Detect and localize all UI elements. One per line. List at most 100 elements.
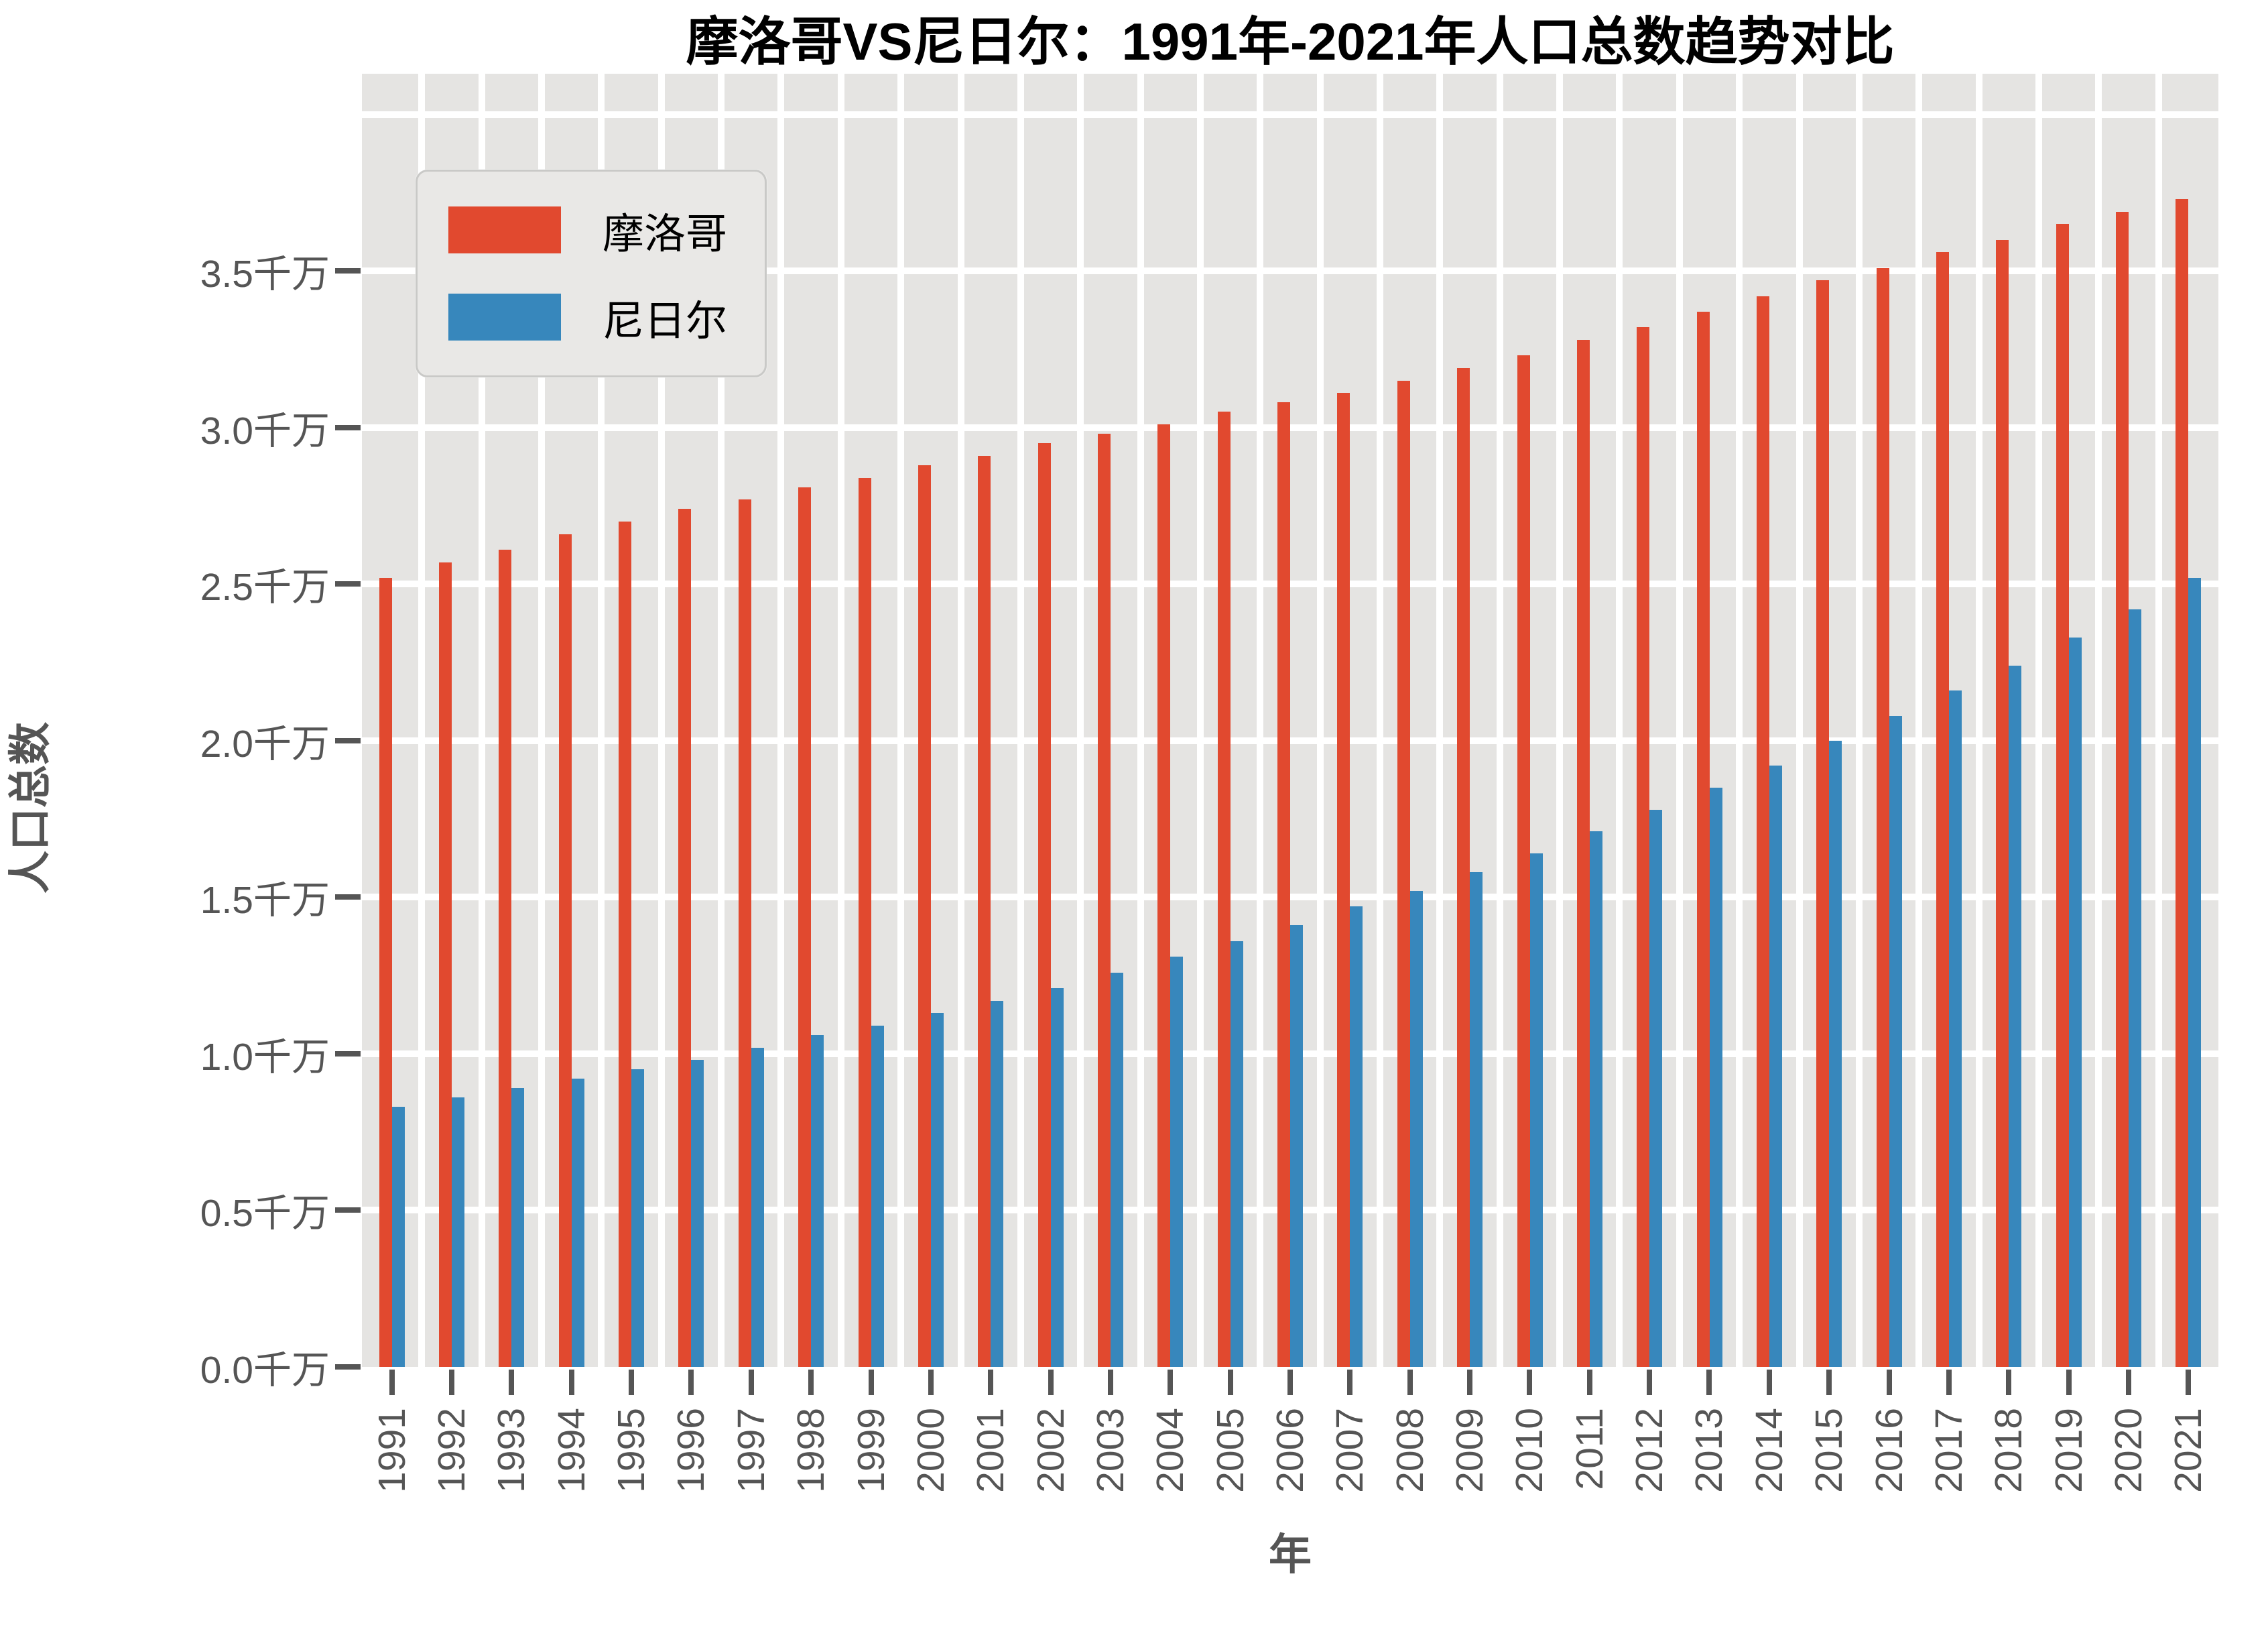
bar-niger-1996 [691, 1060, 704, 1367]
x-tick-mark-2012 [1647, 1370, 1653, 1395]
bar-niger-2010 [1529, 853, 1543, 1367]
y-tick-mark-0.5 [335, 1207, 361, 1213]
gridline-x-13 [1137, 74, 1144, 1367]
x-tick-label-1997: 1997 [729, 1408, 773, 1493]
bar-morocco-2005 [1217, 412, 1231, 1367]
gridline-x-26 [1915, 74, 1923, 1367]
x-tick-mark-2002 [1048, 1370, 1054, 1395]
x-tick-label-1991: 1991 [370, 1408, 414, 1493]
y-tick-mark-1.5 [335, 894, 361, 900]
x-tick-mark-2006 [1287, 1370, 1293, 1395]
bar-niger-2016 [1889, 715, 1902, 1367]
x-tick-mark-2020 [2125, 1370, 2131, 1395]
bar-niger-1991 [391, 1107, 405, 1367]
x-tick-mark-2010 [1527, 1370, 1533, 1395]
y-tick-label-1: 1.0千万 [200, 1035, 330, 1079]
y-tick-mark-2.5 [335, 581, 361, 587]
x-tick-label-2012: 2012 [1628, 1408, 1672, 1493]
bar-niger-2021 [2188, 577, 2202, 1367]
bar-morocco-1997 [738, 499, 751, 1367]
x-tick-mark-2021 [2186, 1370, 2192, 1395]
x-tick-mark-1995 [629, 1370, 635, 1395]
bar-morocco-1994 [558, 534, 572, 1367]
bar-niger-2009 [1470, 872, 1483, 1367]
gridline-x-19 [1496, 74, 1503, 1367]
gridline-x-5 [657, 74, 665, 1367]
x-tick-label-2001: 2001 [969, 1408, 1013, 1493]
chart-title: 摩洛哥VS尼日尔：1991年-2021年人口总数趋势对比 [686, 12, 1895, 71]
x-tick-label-2008: 2008 [1388, 1408, 1432, 1493]
bar-group-2008 [1380, 74, 1440, 1367]
bar-niger-2015 [1829, 740, 1842, 1367]
x-tick-label-2019: 2019 [2047, 1408, 2090, 1493]
plot-area [362, 74, 2218, 1367]
bar-morocco-1995 [619, 521, 632, 1367]
bar-morocco-1998 [798, 487, 812, 1367]
gridline-x-18 [1436, 74, 1444, 1367]
bar-niger-2002 [1050, 987, 1064, 1367]
legend-item-niger: 尼日尔 [448, 287, 727, 347]
legend: 摩洛哥 尼日尔 [416, 170, 767, 377]
bar-group-2013 [1680, 74, 1739, 1367]
x-tick-mark-2011 [1586, 1370, 1592, 1395]
x-tick-label-2003: 2003 [1088, 1408, 1132, 1493]
y-tick-label-2: 2.0千万 [200, 722, 330, 766]
bar-niger-1997 [751, 1047, 764, 1367]
y-tick-mark-3.5 [335, 268, 361, 274]
gridline-x-11 [1017, 74, 1024, 1367]
x-tick-mark-2016 [1886, 1370, 1892, 1395]
gridline-x-8 [837, 74, 844, 1367]
bar-morocco-2013 [1696, 311, 1710, 1367]
bar-group-2003 [1080, 74, 1140, 1367]
bar-niger-2012 [1649, 809, 1663, 1367]
bar-group-1999 [841, 74, 901, 1367]
bar-group-2017 [1919, 74, 1978, 1367]
gridline-y-3.5 [362, 267, 2218, 275]
bar-niger-2007 [1350, 906, 1363, 1367]
y-tick-mark-1 [335, 1050, 361, 1057]
bar-morocco-2011 [1576, 340, 1590, 1367]
bar-morocco-2019 [2056, 224, 2069, 1367]
bar-morocco-1991 [379, 577, 392, 1367]
gridline-x-25 [1855, 74, 1863, 1367]
x-tick-mark-2008 [1407, 1370, 1413, 1395]
x-tick-mark-2003 [1107, 1370, 1113, 1395]
bar-group-1998 [781, 74, 841, 1367]
y-axis-tick-marks [335, 74, 361, 1370]
gridline-x-12 [1077, 74, 1084, 1367]
bar-morocco-2009 [1457, 368, 1470, 1367]
bar-niger-2017 [1949, 690, 1962, 1367]
gridline-x-9 [897, 74, 905, 1367]
y-tick-label-1.5: 1.5千万 [200, 879, 330, 922]
bar-group-2002 [1021, 74, 1080, 1367]
x-tick-mark-1992 [449, 1370, 455, 1395]
bar-group-1993 [482, 74, 542, 1367]
bar-group-2016 [1859, 74, 1919, 1367]
gridline-x-30 [2155, 74, 2162, 1367]
bar-group-1995 [601, 74, 661, 1367]
y-tick-label-3.5: 3.5千万 [200, 253, 330, 296]
y-tick-label-0.5: 0.5千万 [200, 1192, 330, 1235]
bar-group-2021 [2159, 74, 2218, 1367]
bar-group-2020 [2098, 74, 2158, 1367]
x-tick-mark-1997 [748, 1370, 754, 1395]
bar-group-1991 [362, 74, 422, 1367]
bar-group-2019 [2039, 74, 2098, 1367]
bar-morocco-2018 [1996, 239, 2009, 1367]
bar-group-2010 [1500, 74, 1560, 1367]
gridline-x-6 [718, 74, 725, 1367]
legend-item-morocco: 摩洛哥 [448, 200, 727, 260]
gridline-x-28 [2035, 74, 2042, 1367]
bar-group-2009 [1440, 74, 1499, 1367]
x-tick-mark-1999 [868, 1370, 874, 1395]
x-tick-mark-1991 [389, 1370, 395, 1395]
bar-group-2006 [1260, 74, 1320, 1367]
bar-niger-2008 [1409, 891, 1423, 1367]
y-tick-mark-3 [335, 424, 361, 430]
x-tick-label-1995: 1995 [610, 1408, 653, 1493]
bar-niger-1995 [631, 1069, 645, 1367]
x-tick-mark-1993 [509, 1370, 515, 1395]
x-tick-mark-2000 [928, 1370, 934, 1395]
x-tick-label-2017: 2017 [1927, 1408, 1970, 1493]
x-tick-mark-2005 [1227, 1370, 1233, 1395]
